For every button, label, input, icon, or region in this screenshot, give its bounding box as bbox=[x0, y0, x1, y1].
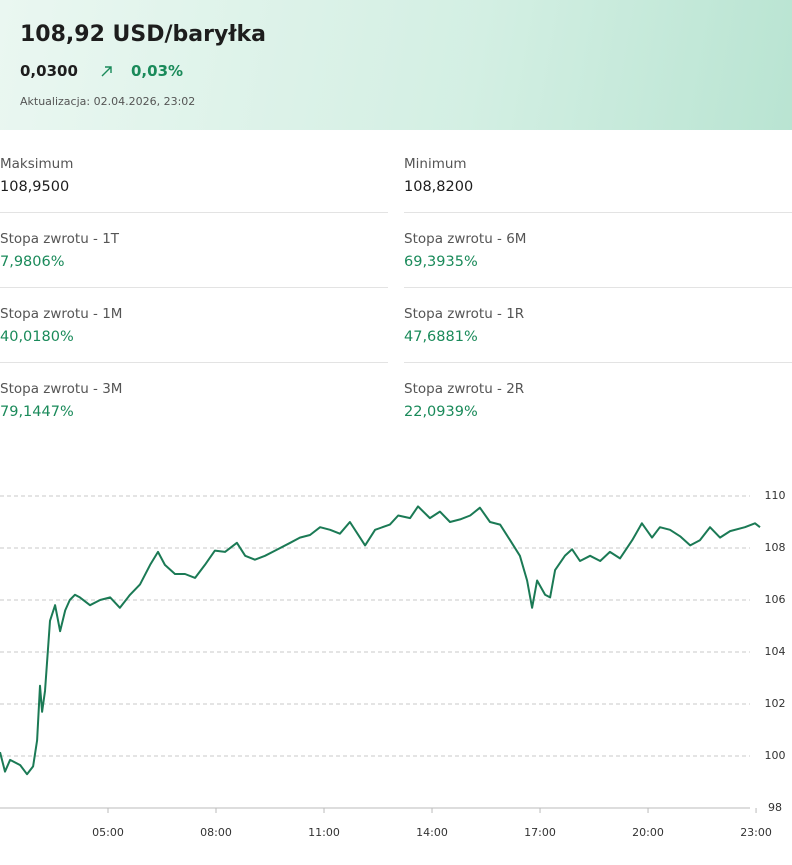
up-arrow bbox=[101, 66, 112, 77]
stat-value: 69,3935% bbox=[404, 254, 478, 270]
y-tick-label: 98 bbox=[768, 801, 782, 814]
x-tick-label: 08:00 bbox=[200, 826, 232, 839]
stat-label: Minimum bbox=[404, 156, 467, 172]
stat-label: Stopa zwrotu - 3M bbox=[0, 381, 123, 397]
stat: Stopa zwrotu - 1M 40,0180% bbox=[0, 300, 388, 375]
x-tick-label: 17:00 bbox=[524, 826, 556, 839]
x-tick-label: 23:00 bbox=[740, 826, 772, 839]
separator bbox=[0, 287, 388, 288]
stat-value: 108,9500 bbox=[0, 179, 70, 195]
stat: Stopa zwrotu - 3M 79,1447% bbox=[0, 375, 388, 450]
stat-value: 47,6881% bbox=[404, 329, 478, 345]
y-tick-label: 106 bbox=[765, 593, 786, 606]
stat-label: Stopa zwrotu - 1M bbox=[0, 306, 123, 322]
x-tick-label: 11:00 bbox=[308, 826, 340, 839]
stat-label: Stopa zwrotu - 2R bbox=[404, 381, 525, 397]
stat: Minimum 108,8200 bbox=[404, 150, 792, 225]
stat-value: 40,0180% bbox=[0, 329, 74, 345]
title: 108,92 USD/baryłka bbox=[20, 22, 266, 47]
x-tick-label: 20:00 bbox=[632, 826, 664, 839]
separator bbox=[0, 212, 388, 213]
change-pct: 0,03% bbox=[131, 62, 184, 80]
header: 108,92 USD/baryłka 0,0300 0,03% Aktualiz… bbox=[0, 0, 792, 130]
x-tick-label: 14:00 bbox=[416, 826, 448, 839]
stat-label: Maksimum bbox=[0, 156, 74, 172]
separator bbox=[404, 362, 792, 363]
stat-label: Stopa zwrotu - 6M bbox=[404, 231, 527, 247]
separator bbox=[404, 287, 792, 288]
stat-value: 22,0939% bbox=[404, 404, 478, 420]
y-tick-label: 110 bbox=[765, 489, 786, 502]
stat: Stopa zwrotu - 1T 7,9806% bbox=[0, 225, 388, 300]
separator bbox=[404, 212, 792, 213]
updated: Aktualizacja: 02.04.2026, 23:02 bbox=[20, 95, 196, 108]
y-tick-label: 100 bbox=[765, 749, 786, 762]
chart: 98 100 102 104 106 108 110 05:00 08:00 11:00 14:00… bbox=[0, 489, 786, 839]
y-tick-label: 102 bbox=[765, 697, 786, 710]
stat: Stopa zwrotu - 2R 22,0939% bbox=[404, 375, 792, 450]
stat: Stopa zwrotu - 1R 47,6881% bbox=[404, 300, 792, 375]
stat-label: Stopa zwrotu - 1R bbox=[404, 306, 525, 322]
stat: Maksimum 108,9500 bbox=[0, 150, 388, 225]
y-tick-label: 108 bbox=[765, 541, 786, 554]
separator bbox=[0, 362, 388, 363]
x-tick-label: 05:00 bbox=[92, 826, 124, 839]
stat-value: 79,1447% bbox=[0, 404, 74, 420]
stat-value: 108,8200 bbox=[404, 179, 474, 195]
stat-value: 7,9806% bbox=[0, 254, 65, 270]
price-line bbox=[0, 505, 761, 776]
y-tick-label: 104 bbox=[765, 645, 786, 658]
change: 0,0300 bbox=[20, 62, 78, 80]
stat: Stopa zwrotu - 6M 69,3935% bbox=[404, 225, 792, 300]
stat-label: Stopa zwrotu - 1T bbox=[0, 231, 120, 247]
